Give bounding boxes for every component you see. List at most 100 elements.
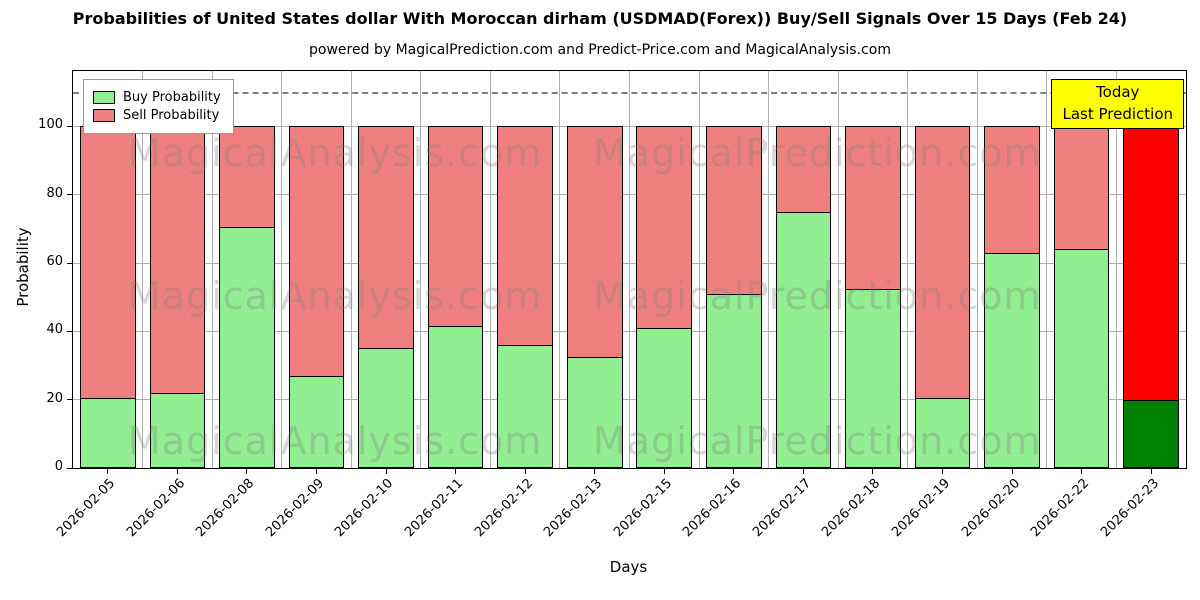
bar-sell-segment (427, 126, 484, 328)
x-tick-mark (176, 469, 178, 474)
y-tick-mark (67, 194, 73, 196)
x-gridline (768, 71, 770, 468)
x-tick-label-text: 2026-02-18 (819, 476, 884, 541)
bar-sell-segment (1123, 126, 1180, 401)
x-tick-label-text: 2026-02-06 (123, 476, 188, 541)
bar-buy-segment (79, 397, 136, 468)
chart-subtitle: powered by MagicalPrediction.com and Pre… (309, 42, 891, 58)
bar-sell-segment (288, 126, 345, 377)
bar-buy-segment (636, 327, 693, 468)
bar-sell-segment (636, 126, 693, 329)
bar-sell-segment (706, 126, 762, 295)
y-tick-label: 100 (38, 117, 63, 133)
bar-buy-segment (984, 252, 1040, 468)
today-annotation-line1: Today (1096, 83, 1140, 101)
chart-title: Probabilities of United States dollar Wi… (72, 9, 1128, 28)
x-tick-mark (385, 469, 387, 474)
x-tick-label-text: 2026-02-20 (958, 476, 1023, 541)
x-tick-mark (1011, 469, 1013, 474)
x-tick-label-text: 2026-02-15 (610, 476, 675, 541)
y-tick-label: 80 (46, 185, 63, 201)
x-gridline (1046, 71, 1048, 468)
plot-area: Buy Probability Sell Probability Today L… (38, 70, 1187, 540)
legend-swatch-sell (93, 109, 115, 122)
x-tick-label-text: 2026-02-13 (541, 476, 606, 541)
y-tick-label: 0 (54, 459, 63, 474)
x-tick-label-text: 2026-02-17 (749, 476, 815, 541)
x-tick-mark (872, 469, 874, 474)
today-annotation: Today Last Prediction (1051, 79, 1184, 129)
x-tick-label-text: 2026-02-19 (889, 476, 954, 541)
bar-buy-segment (149, 392, 206, 468)
x-gridline (1115, 71, 1117, 468)
bar-buy-segment (775, 211, 832, 468)
x-tick-label-text: 2026-02-23 (1097, 476, 1162, 541)
x-tick-label-text: 2026-02-09 (263, 476, 328, 541)
threshold-dashed-line (73, 92, 1186, 95)
x-tick-mark (524, 469, 526, 474)
y-tick-label: 60 (46, 254, 63, 269)
x-gridline (698, 71, 700, 468)
bar-buy-segment (288, 375, 345, 468)
bar-buy-segment (219, 227, 275, 468)
legend-label-buy: Buy Probability (123, 90, 221, 105)
y-tick-label: 40 (46, 322, 63, 338)
x-gridline (211, 71, 213, 468)
y-tick-mark (67, 125, 73, 127)
y-tick-mark (67, 262, 73, 264)
x-tick-mark (802, 469, 804, 474)
x-gridline (420, 71, 422, 468)
x-tick-label-text: 2026-02-05 (54, 476, 119, 541)
bar-sell-segment (775, 126, 832, 213)
x-axis-label: Days (609, 558, 648, 576)
bar-sell-segment (1053, 126, 1110, 251)
x-gridline (281, 71, 283, 468)
x-gridline (837, 71, 839, 468)
y-tick-mark (67, 467, 73, 469)
x-gridline (907, 71, 909, 468)
bar-buy-segment (497, 345, 553, 468)
legend-entry-sell: Sell Probability (93, 108, 221, 123)
bar-sell-segment (79, 126, 136, 399)
legend-entry-buy: Buy Probability (93, 90, 221, 105)
x-tick-mark (455, 469, 457, 474)
bar-buy-segment (1123, 399, 1180, 468)
legend: Buy Probability Sell Probability (83, 79, 234, 134)
bar-buy-segment (1053, 249, 1110, 468)
y-tick-label: 20 (46, 390, 63, 406)
x-tick-mark (594, 469, 596, 474)
bar-sell-segment (984, 126, 1040, 254)
x-tick-label-text: 2026-02-11 (402, 476, 467, 541)
y-tick-mark (67, 399, 73, 401)
x-gridline (976, 71, 978, 468)
bar-sell-segment (358, 126, 414, 350)
x-tick-mark (663, 469, 665, 474)
x-tick-label-text: 2026-02-10 (332, 476, 397, 541)
legend-swatch-buy (93, 91, 115, 104)
x-gridline (559, 71, 561, 468)
bar-sell-segment (914, 126, 971, 399)
bar-sell-segment (149, 126, 206, 394)
legend-label-sell: Sell Probability (123, 108, 220, 123)
x-gridline (629, 71, 630, 468)
x-gridline (489, 71, 491, 468)
x-tick-mark (246, 469, 248, 474)
bar-sell-segment (566, 126, 623, 358)
today-annotation-line2: Last Prediction (1062, 104, 1173, 123)
bar-sell-segment (497, 126, 553, 347)
bar-buy-segment (427, 326, 484, 468)
x-tick-mark (315, 469, 317, 474)
x-gridline (350, 71, 352, 468)
x-tick-mark (107, 469, 109, 474)
bar-buy-segment (566, 356, 623, 468)
x-tick-label-text: 2026-02-08 (193, 476, 258, 541)
bar-buy-segment (845, 288, 901, 468)
bar-buy-segment (706, 293, 762, 468)
x-tick-label-text: 2026-02-16 (680, 476, 745, 541)
bar-buy-segment (914, 397, 971, 468)
x-gridline (142, 71, 144, 468)
x-tick-label-text: 2026-02-12 (471, 476, 536, 541)
bar-buy-segment (358, 348, 414, 468)
x-tick-mark (942, 469, 944, 474)
